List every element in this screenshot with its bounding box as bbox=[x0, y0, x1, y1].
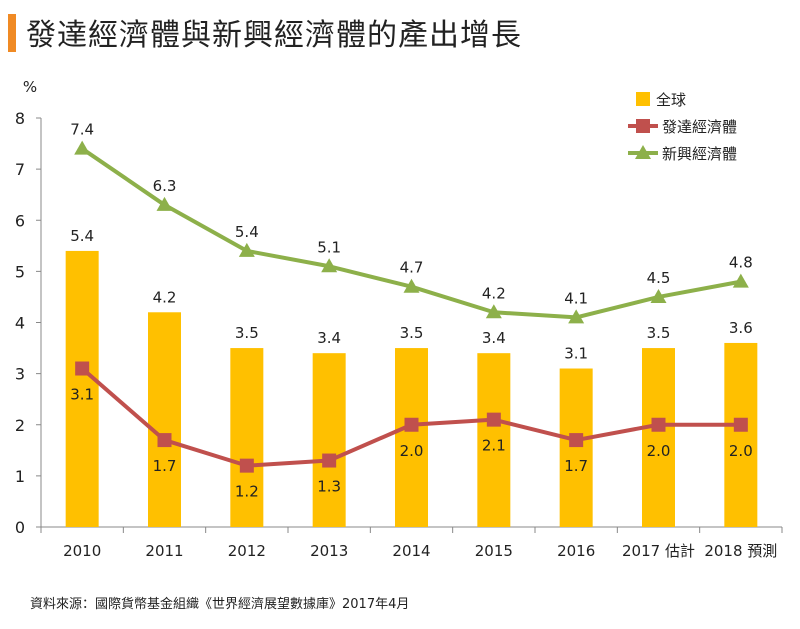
y-tick-label: 3 bbox=[15, 365, 25, 384]
point-label-developed: 1.7 bbox=[564, 457, 588, 475]
point-label-emerging: 4.7 bbox=[400, 259, 424, 277]
marker-emerging bbox=[650, 288, 667, 303]
marker-developed bbox=[157, 433, 172, 448]
marker-emerging bbox=[568, 309, 585, 324]
point-label-emerging: 7.4 bbox=[70, 121, 94, 139]
y-tick-label: 6 bbox=[15, 211, 25, 230]
bar-label-global: 4.2 bbox=[153, 288, 177, 306]
x-tick-label: 2012 bbox=[228, 542, 266, 560]
marker-developed bbox=[75, 361, 90, 376]
bar-global bbox=[724, 342, 758, 527]
legend-marker-developed bbox=[636, 119, 650, 133]
bar-label-global: 3.4 bbox=[482, 329, 506, 347]
y-axis-unit: % bbox=[23, 78, 37, 96]
legend-swatch-global bbox=[636, 92, 650, 106]
bar-label-global: 3.5 bbox=[647, 324, 671, 342]
x-tick-label: 2014 bbox=[392, 542, 430, 560]
page-title: 發達經濟體與新興經濟體的產出增長 bbox=[26, 18, 522, 53]
source-note: 資料來源：國際貨幣基金組織《世界經濟展望數據庫》2017年4月 bbox=[30, 597, 410, 612]
marker-developed bbox=[322, 453, 337, 468]
bar-label-global: 3.6 bbox=[729, 319, 753, 337]
legend-marker-emerging bbox=[635, 145, 651, 159]
title-accent-bar bbox=[8, 14, 16, 52]
point-label-developed: 2.0 bbox=[400, 442, 424, 460]
point-label-emerging: 4.2 bbox=[482, 284, 506, 302]
point-label-emerging: 5.4 bbox=[235, 223, 259, 241]
bar-global bbox=[230, 348, 264, 527]
bar-label-global: 3.5 bbox=[400, 324, 424, 342]
bar-label-global: 3.1 bbox=[564, 345, 588, 363]
y-tick-label: 8 bbox=[15, 109, 25, 128]
x-tick-label: 2011 bbox=[145, 542, 183, 560]
marker-emerging bbox=[156, 196, 173, 211]
point-label-developed: 2.1 bbox=[482, 437, 506, 455]
point-label-developed: 3.1 bbox=[70, 386, 94, 404]
point-label-developed: 2.0 bbox=[647, 442, 671, 460]
bar-global bbox=[477, 353, 511, 527]
x-tick-label: 2010 bbox=[63, 542, 101, 560]
marker-developed bbox=[404, 417, 419, 432]
marker-emerging bbox=[74, 140, 91, 155]
marker-emerging bbox=[321, 258, 338, 273]
legend-label-global: 全球 bbox=[656, 91, 686, 109]
point-label-developed: 2.0 bbox=[729, 442, 753, 460]
bar-label-global: 3.4 bbox=[317, 329, 341, 347]
x-tick-label: 2015 bbox=[475, 542, 513, 560]
y-tick-label: 2 bbox=[15, 416, 25, 435]
legend-label-emerging: 新興經濟體 bbox=[662, 145, 737, 163]
bar-global bbox=[65, 250, 99, 528]
point-label-developed: 1.3 bbox=[317, 478, 341, 496]
point-label-developed: 1.2 bbox=[235, 483, 259, 501]
bar-global bbox=[312, 353, 346, 527]
y-tick-label: 5 bbox=[15, 262, 25, 281]
bar-label-global: 3.5 bbox=[235, 324, 259, 342]
marker-emerging bbox=[732, 273, 749, 288]
x-tick-label: 2017 估計 bbox=[622, 542, 695, 560]
bar-global bbox=[395, 348, 428, 527]
marker-developed bbox=[239, 458, 254, 473]
point-label-emerging: 4.1 bbox=[564, 289, 588, 307]
bar-global bbox=[559, 368, 593, 527]
y-tick-label: 4 bbox=[15, 314, 25, 333]
marker-developed bbox=[651, 417, 666, 432]
y-tick-label: 1 bbox=[15, 467, 25, 486]
bar-label-global: 5.4 bbox=[70, 227, 94, 245]
point-label-emerging: 4.5 bbox=[647, 269, 671, 287]
x-tick-label: 2013 bbox=[310, 542, 348, 560]
x-tick-label: 2018 預測 bbox=[704, 542, 777, 560]
point-label-developed: 1.7 bbox=[153, 457, 177, 475]
marker-developed bbox=[569, 433, 584, 448]
bar-global bbox=[148, 312, 181, 527]
point-label-emerging: 6.3 bbox=[153, 177, 177, 195]
marker-emerging bbox=[485, 304, 502, 319]
x-tick-label: 2016 bbox=[557, 542, 595, 560]
legend-label-developed: 發達經濟體 bbox=[662, 118, 737, 136]
bar-global bbox=[642, 348, 675, 527]
marker-emerging bbox=[403, 278, 420, 293]
point-label-emerging: 4.8 bbox=[729, 254, 753, 272]
marker-developed bbox=[733, 417, 748, 432]
marker-emerging bbox=[238, 242, 255, 257]
y-tick-label: 7 bbox=[15, 160, 25, 179]
point-label-emerging: 5.1 bbox=[317, 238, 341, 256]
y-tick-label: 0 bbox=[15, 518, 25, 537]
marker-developed bbox=[486, 412, 501, 427]
